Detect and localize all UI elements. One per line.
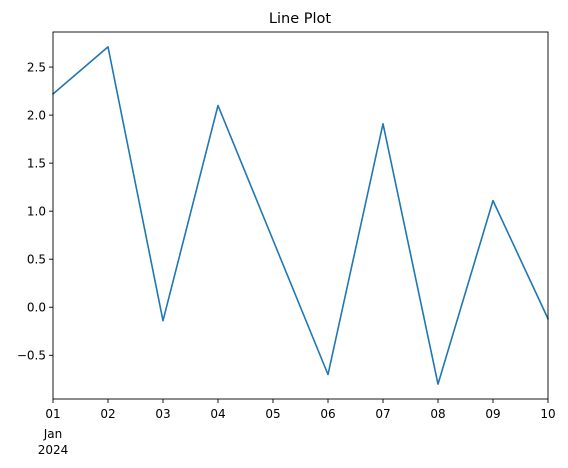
x-tick-label: 09 (485, 407, 500, 421)
x-tick-label: 02 (100, 407, 115, 421)
x-month-label: Jan (43, 427, 63, 441)
x-tick-label: 04 (210, 407, 225, 421)
chart-title: Line Plot (269, 11, 331, 27)
y-tick-label: 2.5 (27, 60, 46, 74)
plot-area: −0.5 0.0 0.5 1.0 1.5 2.0 2.5 01 02 03 04 05 06 07 08 09… (17, 31, 556, 457)
x-year-label: 2024 (38, 443, 69, 457)
x-tick-label: 01 (45, 407, 60, 421)
y-tick-label: 0.5 (27, 253, 46, 267)
x-tick-label: 10 (540, 407, 555, 421)
x-tick-label: 06 (320, 407, 335, 421)
y-tick-label: 1.5 (27, 156, 46, 170)
y-tick-label: 0.0 (27, 301, 46, 315)
y-tick-label: 1.0 (27, 204, 46, 218)
axes-frame (52, 31, 549, 400)
y-tick-label: 2.0 (27, 108, 46, 122)
series-line (51, 46, 550, 385)
x-tick-label: 05 (265, 407, 280, 421)
x-tick-label: 07 (375, 407, 390, 421)
x-tick-label: 03 (155, 407, 170, 421)
y-tick-label: −0.5 (17, 349, 46, 363)
x-tick-label: 08 (430, 407, 445, 421)
